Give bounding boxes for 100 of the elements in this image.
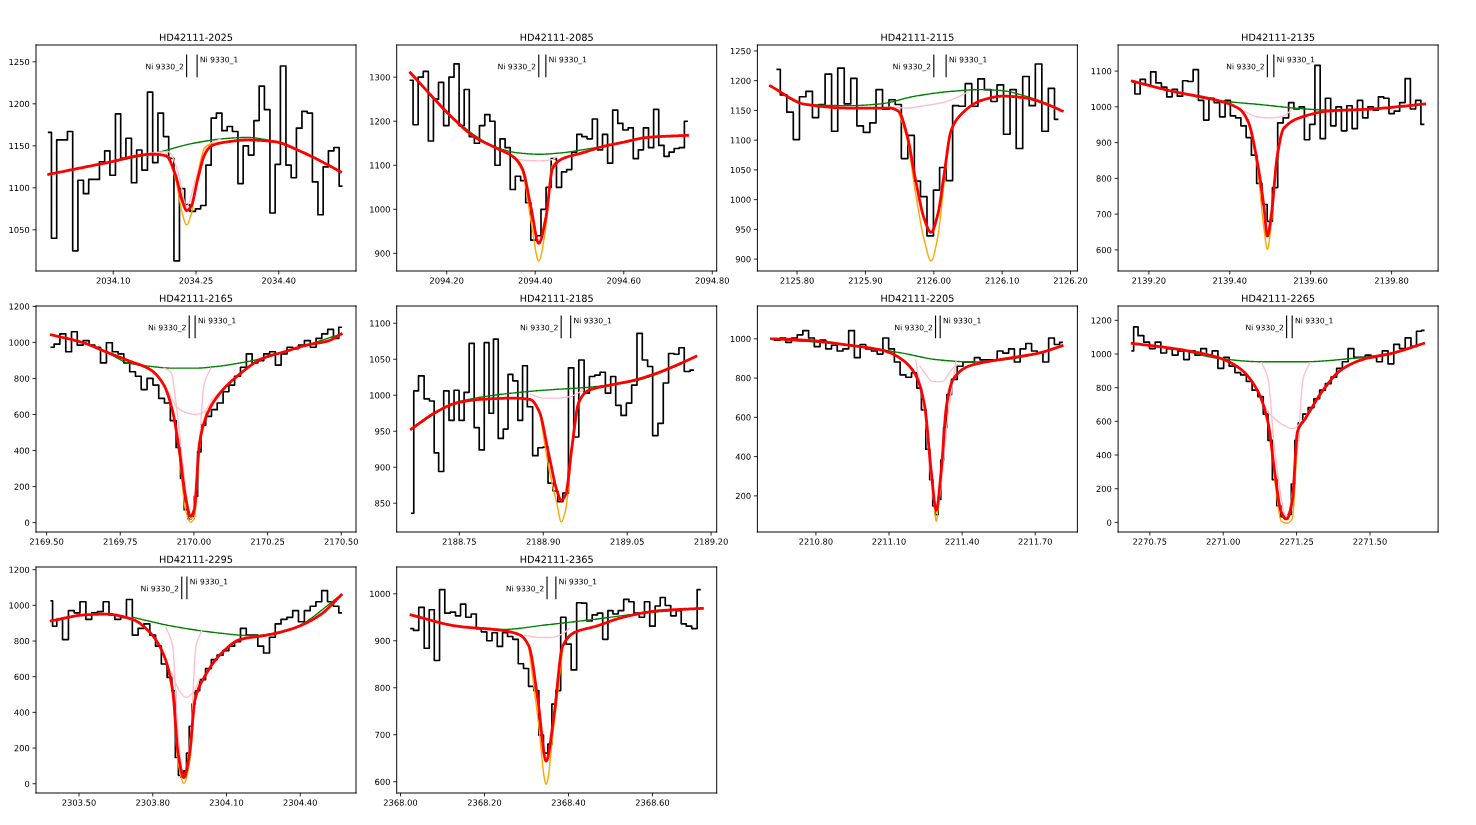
y-tick-label: 950	[735, 226, 751, 233]
y-tick-label: 800	[14, 375, 30, 382]
chart-title: HD42111-2365	[520, 555, 593, 563]
x-tick-label: 2211.40	[945, 538, 979, 545]
x-tick-label: 2094.80	[695, 277, 729, 284]
y-tick-label: 900	[375, 250, 390, 257]
y-tick-label: 850	[375, 500, 390, 507]
x-tick-label: 2094.20	[430, 277, 464, 284]
y-tick-label: 600	[1096, 246, 1112, 254]
x-tick-label: 2094.40	[518, 277, 552, 284]
y-tick-label: 1150	[9, 142, 30, 150]
chart-title: HD42111-2185	[520, 294, 593, 302]
y-tick-label: 1000	[730, 335, 751, 343]
y-tick-label: 1300	[370, 74, 390, 81]
x-tick-label: 2034.40	[262, 277, 296, 284]
y-tick-label: 1200	[9, 100, 30, 108]
y-tick-label: 700	[1096, 211, 1112, 218]
x-tick-label: 2126.00	[917, 277, 951, 284]
y-tick-label: 1000	[9, 339, 30, 346]
y-tick-label: 200	[735, 492, 751, 500]
x-tick-label: 2271.00	[1206, 538, 1240, 545]
chart-title: HD42111-2205	[881, 294, 954, 302]
y-tick-label: 1000	[370, 590, 390, 598]
x-tick-label: 2271.50	[1353, 538, 1387, 545]
y-tick-label: 200	[14, 483, 30, 490]
y-tick-label: 0	[25, 780, 30, 788]
x-tick-label: 2189.05	[610, 538, 644, 545]
x-tick-label: 2211.10	[872, 538, 906, 545]
chart-title: HD42111-2135	[1242, 33, 1315, 41]
y-tick-label: 900	[375, 464, 390, 471]
chart-title: HD42111-2295	[159, 555, 233, 563]
x-tick-label: 2368.60	[635, 799, 670, 806]
x-tick-label: 2211.70	[1018, 538, 1052, 545]
x-tick-label: 2034.25	[179, 277, 213, 284]
y-tick-label: 900	[375, 637, 390, 645]
y-tick-label: 1200	[370, 118, 390, 125]
y-tick-label: 1000	[9, 602, 30, 609]
y-tick-label: 800	[14, 638, 30, 645]
y-tick-label: 1200	[1091, 317, 1112, 324]
x-tick-label: 2170.25	[250, 538, 285, 545]
x-tick-label: 2034.10	[96, 277, 130, 284]
x-tick-label: 2368.40	[551, 799, 586, 806]
y-tick-label: 1050	[370, 356, 390, 363]
x-tick-label: 2139.40	[1213, 277, 1247, 284]
x-tick-label: 2210.80	[799, 538, 833, 545]
y-tick-label: 1100	[730, 137, 751, 144]
x-tick-label: 2270.75	[1133, 538, 1167, 545]
y-tick-label: 1200	[730, 77, 751, 84]
y-tick-label: 1000	[370, 206, 390, 213]
x-tick-label: 2139.60	[1294, 277, 1328, 284]
y-tick-label: 1250	[9, 58, 30, 66]
y-tick-label: 1050	[9, 226, 30, 234]
x-tick-label: 2188.75	[442, 538, 476, 545]
y-tick-label: 1100	[1091, 68, 1112, 75]
y-tick-label: 600	[14, 673, 30, 680]
x-tick-label: 2271.25	[1279, 538, 1314, 545]
y-tick-label: 200	[1096, 485, 1112, 492]
x-tick-label: 2126.20	[1053, 277, 1088, 284]
y-tick-label: 800	[735, 375, 751, 382]
x-tick-label: 2188.90	[526, 538, 560, 545]
chart-title: HD42111-2265	[1242, 294, 1315, 302]
x-tick-label: 2125.80	[780, 277, 814, 284]
y-tick-label: 1000	[730, 196, 751, 203]
y-tick-label: 400	[14, 709, 30, 716]
chart-title: HD42111-2115	[881, 33, 954, 41]
x-tick-label: 2368.00	[383, 799, 418, 806]
x-tick-label: 2368.20	[467, 799, 502, 806]
y-tick-label: 1100	[9, 184, 30, 192]
x-tick-label: 2303.80	[136, 799, 170, 806]
y-tick-label: 0	[1107, 519, 1112, 526]
y-tick-label: 600	[14, 411, 30, 418]
y-tick-label: 900	[735, 256, 751, 263]
y-tick-label: 1200	[9, 303, 30, 310]
x-tick-label: 2139.20	[1132, 277, 1166, 284]
y-tick-label: 400	[1096, 452, 1112, 459]
y-tick-label: 1050	[730, 166, 751, 174]
y-tick-label: 1100	[370, 320, 390, 327]
y-tick-label: 1100	[370, 162, 390, 169]
y-tick-label: 900	[1096, 139, 1112, 146]
x-tick-label: 2303.50	[62, 799, 96, 806]
chart-title: HD42111-2025	[159, 33, 233, 41]
y-tick-label: 200	[14, 745, 30, 752]
x-tick-label: 2304.10	[209, 799, 244, 806]
y-tick-label: 1000	[1091, 103, 1112, 111]
y-tick-label: 400	[735, 453, 751, 460]
x-tick-label: 2170.50	[324, 538, 358, 545]
y-tick-label: 0	[25, 519, 30, 526]
y-tick-label: 600	[1096, 418, 1112, 425]
chart-title: HD42111-2165	[159, 294, 233, 302]
x-tick-label: 2304.40	[283, 799, 317, 806]
x-tick-label: 2170.00	[177, 538, 211, 545]
x-tick-label: 2139.80	[1374, 277, 1409, 284]
x-tick-label: 2125.90	[848, 277, 883, 284]
x-tick-label: 2094.60	[607, 277, 641, 284]
y-tick-label: 600	[735, 414, 751, 421]
y-tick-label: 800	[1096, 175, 1112, 182]
y-tick-label: 1200	[9, 566, 30, 573]
chart-title: HD42111-2085	[520, 33, 593, 41]
y-tick-label: 1000	[1091, 350, 1112, 358]
y-tick-label: 1000	[370, 392, 390, 399]
